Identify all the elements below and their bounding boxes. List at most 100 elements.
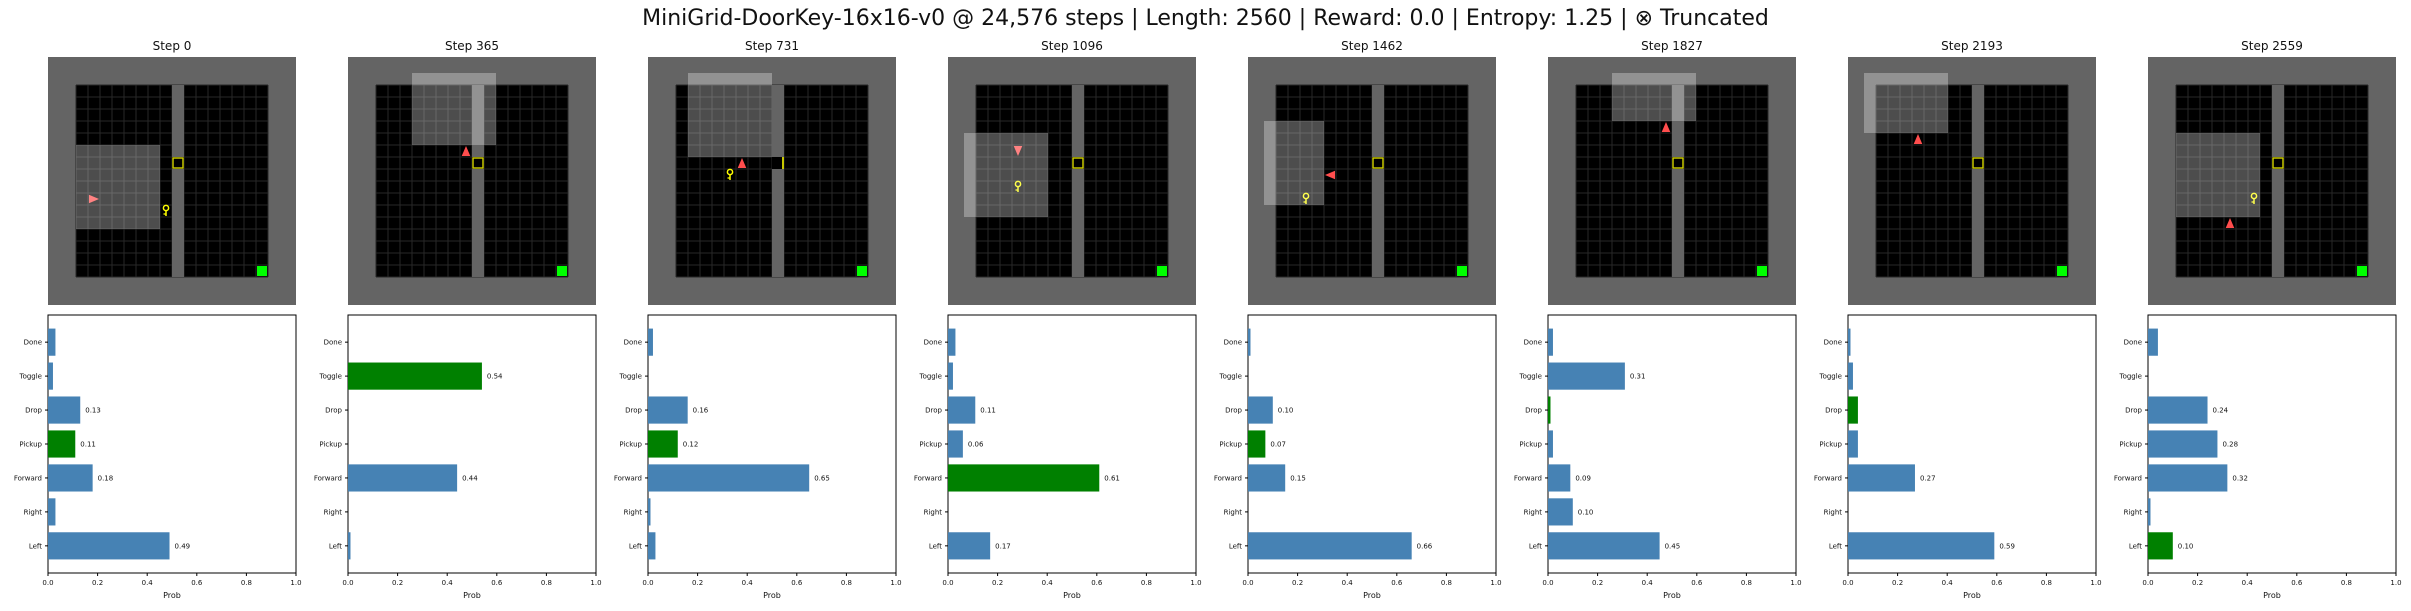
x-tick-label: 1.0 bbox=[890, 579, 901, 587]
x-tick-label: 0.6 bbox=[191, 579, 203, 587]
bar-value-label: 0.24 bbox=[2213, 407, 2229, 415]
env-render bbox=[1548, 57, 1796, 305]
action-prob-chart: Done 0.54 Toggle Drop Pickup 0.44 Forward Right… bbox=[314, 314, 602, 600]
x-axis-label: Prob bbox=[1963, 591, 1981, 600]
bar-done bbox=[1248, 328, 1251, 356]
x-axis-label: Prob bbox=[1363, 591, 1381, 600]
x-tick-label: 0.4 bbox=[742, 579, 754, 587]
y-tick-label: Forward bbox=[1514, 474, 1542, 482]
agent-view-overlay bbox=[1612, 73, 1696, 121]
bar-pickup bbox=[948, 430, 963, 458]
action-prob-chart: Done 0.31 Toggle Drop Pickup 0.09 Forward 0.10 R… bbox=[1514, 314, 1802, 600]
action-prob-chart: Done Toggle 0.24 Drop 0.28 Pickup 0.32 Forward R… bbox=[2114, 314, 2402, 600]
y-tick-label: Done bbox=[324, 339, 342, 347]
x-tick-label: 1.0 bbox=[1790, 579, 1801, 587]
bar-value-label: 0.18 bbox=[98, 474, 114, 482]
bar-drop bbox=[1248, 396, 1273, 424]
x-tick-label: 0.2 bbox=[692, 579, 703, 587]
divider-wall bbox=[1372, 85, 1384, 277]
chart-axes-frame bbox=[1847, 314, 2097, 574]
divider-wall bbox=[772, 85, 784, 277]
divider-wall bbox=[1072, 85, 1084, 277]
bar-value-label: 0.65 bbox=[814, 474, 830, 482]
bar-value-label: 0.28 bbox=[2222, 441, 2238, 449]
bar-value-label: 0.06 bbox=[968, 441, 984, 449]
y-tick-label: Left bbox=[329, 542, 342, 550]
bar-value-label: 0.49 bbox=[175, 542, 191, 550]
x-tick-label: 0.6 bbox=[2291, 579, 2303, 587]
x-tick-label: 1.0 bbox=[2090, 579, 2101, 587]
env-render bbox=[2148, 57, 2396, 305]
bar-value-label: 0.32 bbox=[2232, 474, 2248, 482]
panel-3: Step 731 Done Toggle 0.16 Drop 0.12 Pickup 0.65… bbox=[614, 39, 902, 600]
y-tick-label: Toggle bbox=[1218, 373, 1242, 381]
door-icon bbox=[782, 157, 784, 169]
x-tick-label: 0.0 bbox=[1542, 579, 1553, 587]
env-render bbox=[648, 57, 896, 305]
bar-left bbox=[1248, 532, 1412, 560]
bar-pickup bbox=[1248, 430, 1266, 458]
x-tick-label: 0.4 bbox=[1342, 579, 1354, 587]
chart-axes-frame bbox=[647, 314, 897, 574]
y-tick-label: Forward bbox=[14, 474, 42, 482]
goal-icon bbox=[857, 266, 867, 276]
y-tick-label: Right bbox=[24, 508, 43, 516]
panel-8: Step 2559 Done Toggle 0.24 Drop 0.28 Pickup 0.3… bbox=[2114, 39, 2402, 600]
bar-forward bbox=[348, 464, 458, 492]
x-axis-label: Prob bbox=[763, 591, 781, 600]
action-prob-chart: Done Toggle 0.16 Drop 0.12 Pickup 0.65 Forward R… bbox=[614, 314, 902, 600]
y-tick-label: Right bbox=[624, 508, 643, 516]
bar-right bbox=[648, 498, 651, 526]
bar-left bbox=[648, 532, 656, 560]
chart-axes-frame bbox=[1247, 314, 1497, 574]
agent-icon bbox=[1661, 121, 1671, 133]
divider-wall bbox=[1972, 85, 1984, 277]
panel-5: Step 1462 Done Toggle 0.10 Drop 0.07 Pickup 0.1… bbox=[1214, 39, 1502, 600]
x-tick-label: 1.0 bbox=[590, 579, 601, 587]
y-tick-label: Done bbox=[1524, 339, 1542, 347]
agent-view-overlay bbox=[76, 145, 160, 229]
bar-value-label: 0.11 bbox=[980, 407, 996, 415]
chart-axes-frame bbox=[47, 314, 297, 574]
x-tick-label: 0.8 bbox=[2041, 579, 2052, 587]
y-tick-label: Pickup bbox=[619, 441, 642, 449]
bar-forward bbox=[1248, 464, 1286, 492]
y-tick-label: Left bbox=[629, 542, 642, 550]
x-tick-label: 0.8 bbox=[1741, 579, 1752, 587]
x-tick-label: 0.8 bbox=[841, 579, 852, 587]
bar-done bbox=[2148, 328, 2158, 356]
bar-toggle bbox=[1848, 362, 1853, 390]
y-tick-label: Toggle bbox=[918, 373, 942, 381]
bar-left bbox=[1848, 532, 1995, 560]
action-prob-chart: Done Toggle Drop Pickup 0.27 Forward Right 0.59… bbox=[1814, 314, 2102, 600]
bar-value-label: 0.12 bbox=[683, 441, 699, 449]
agent-icon bbox=[1913, 133, 1923, 145]
y-tick-label: Right bbox=[1824, 508, 1843, 516]
y-tick-label: Pickup bbox=[319, 441, 342, 449]
divider-wall bbox=[472, 85, 484, 277]
x-tick-label: 0.0 bbox=[942, 579, 953, 587]
bar-right bbox=[48, 498, 56, 526]
y-tick-label: Right bbox=[1224, 508, 1243, 516]
bar-value-label: 0.11 bbox=[80, 441, 96, 449]
chart-axes-frame bbox=[947, 314, 1197, 574]
goal-icon bbox=[2357, 266, 2367, 276]
bar-toggle bbox=[48, 362, 53, 390]
y-tick-label: Forward bbox=[2114, 474, 2142, 482]
y-tick-label: Forward bbox=[614, 474, 642, 482]
door-icon bbox=[472, 157, 484, 169]
x-tick-label: 0.6 bbox=[1691, 579, 1703, 587]
x-tick-label: 0.4 bbox=[1642, 579, 1654, 587]
bar-left bbox=[2148, 532, 2173, 560]
bar-value-label: 0.27 bbox=[1920, 474, 1936, 482]
x-tick-label: 0.4 bbox=[142, 579, 154, 587]
panel-title: Step 2193 bbox=[1941, 39, 2003, 53]
bar-drop bbox=[48, 396, 81, 424]
panel-title: Step 0 bbox=[153, 39, 192, 53]
x-axis-label: Prob bbox=[1063, 591, 1081, 600]
bar-forward bbox=[1548, 464, 1571, 492]
bar-value-label: 0.31 bbox=[1630, 373, 1646, 381]
env-render bbox=[1848, 57, 2096, 305]
y-tick-label: Left bbox=[1529, 542, 1542, 550]
bar-done bbox=[48, 328, 56, 356]
